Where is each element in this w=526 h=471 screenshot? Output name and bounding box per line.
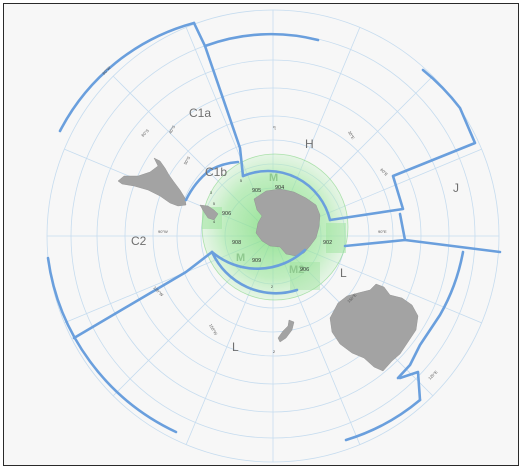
subarea-small-4: 2 xyxy=(271,285,273,289)
zone-h: H xyxy=(305,137,314,151)
zone-boundaries xyxy=(46,21,502,442)
svg-text:60°E: 60°E xyxy=(379,167,389,177)
svg-text:60°W: 60°W xyxy=(101,65,112,76)
boundary-inner-h xyxy=(241,169,332,222)
zone-l-right: L xyxy=(340,266,347,280)
land-masses xyxy=(117,157,419,372)
zone-c1b: C1b xyxy=(205,165,227,179)
subarea-small-2: 5 xyxy=(213,202,215,206)
subarea-small-3: 4 xyxy=(213,220,215,224)
svg-text:90°W: 90°W xyxy=(158,229,168,234)
subarea-909: 909 xyxy=(252,258,261,264)
south-america-land xyxy=(117,157,187,207)
boundary-h-j xyxy=(328,68,477,222)
zone-c2: C2 xyxy=(131,234,147,248)
subarea-labels: 904 905 906 908 909 902 906 5 5 4 2 3 2 xyxy=(210,179,332,354)
subarea-904: 904 xyxy=(275,185,284,191)
australia-land xyxy=(329,283,419,372)
boundary-c1-top xyxy=(203,32,320,48)
boundary-c1-east xyxy=(192,21,245,178)
new-zealand-land xyxy=(277,319,295,343)
antarctic-peninsula-land xyxy=(199,204,219,221)
subarea-906-top: 906 xyxy=(222,211,231,217)
boundary-m-ring xyxy=(210,250,299,295)
subarea-905: 905 xyxy=(252,188,261,194)
zone-m-left: M xyxy=(236,252,245,264)
svg-text:150°E: 150°E xyxy=(346,292,358,304)
svg-text:0°: 0° xyxy=(272,126,277,130)
boundary-outer-c1a xyxy=(58,21,196,133)
svg-text:120°E: 120°E xyxy=(427,369,439,381)
subarea-908: 908 xyxy=(232,240,241,246)
svg-text:90°E: 90°E xyxy=(378,229,387,234)
boundary-l-east xyxy=(396,250,465,380)
svg-text:40°S: 40°S xyxy=(168,124,177,134)
boundary-j-l xyxy=(343,212,502,254)
boundary-c1b-ring2 xyxy=(184,168,212,202)
svg-text:60°S: 60°S xyxy=(140,128,150,138)
zone-l-bottom: L xyxy=(232,340,239,354)
zone-m-right: M2 xyxy=(289,264,304,276)
svg-text:30°E: 30°E xyxy=(347,130,356,140)
svg-text:150°W: 150°W xyxy=(208,323,218,336)
antarctica-land xyxy=(253,188,321,257)
zone-c1a: C1a xyxy=(189,106,211,120)
subarea-small-6: 2 xyxy=(273,350,275,354)
subarea-small-5: 3 xyxy=(210,191,212,195)
longitude-labels: 60°W 60°S 40°S 50°S 0° 30°E 60°E 90°E 90… xyxy=(101,65,439,381)
boundary-l-bottom xyxy=(210,248,307,270)
subarea-906-bottom: 906 xyxy=(300,267,309,273)
subarea-902: 902 xyxy=(323,240,332,246)
zone-m-top: M xyxy=(269,172,278,184)
zone-labels: C1a C1b C2 H J L L M M M2 xyxy=(131,106,459,354)
zone-j: J xyxy=(453,181,459,195)
svg-text:50°S: 50°S xyxy=(183,155,192,165)
boundary-se-notch xyxy=(398,370,422,402)
boundary-c2-outer xyxy=(46,256,178,434)
subarea-small-1: 5 xyxy=(240,179,242,183)
boundary-c2-l xyxy=(72,250,214,340)
boundary-south-outer xyxy=(344,398,422,442)
